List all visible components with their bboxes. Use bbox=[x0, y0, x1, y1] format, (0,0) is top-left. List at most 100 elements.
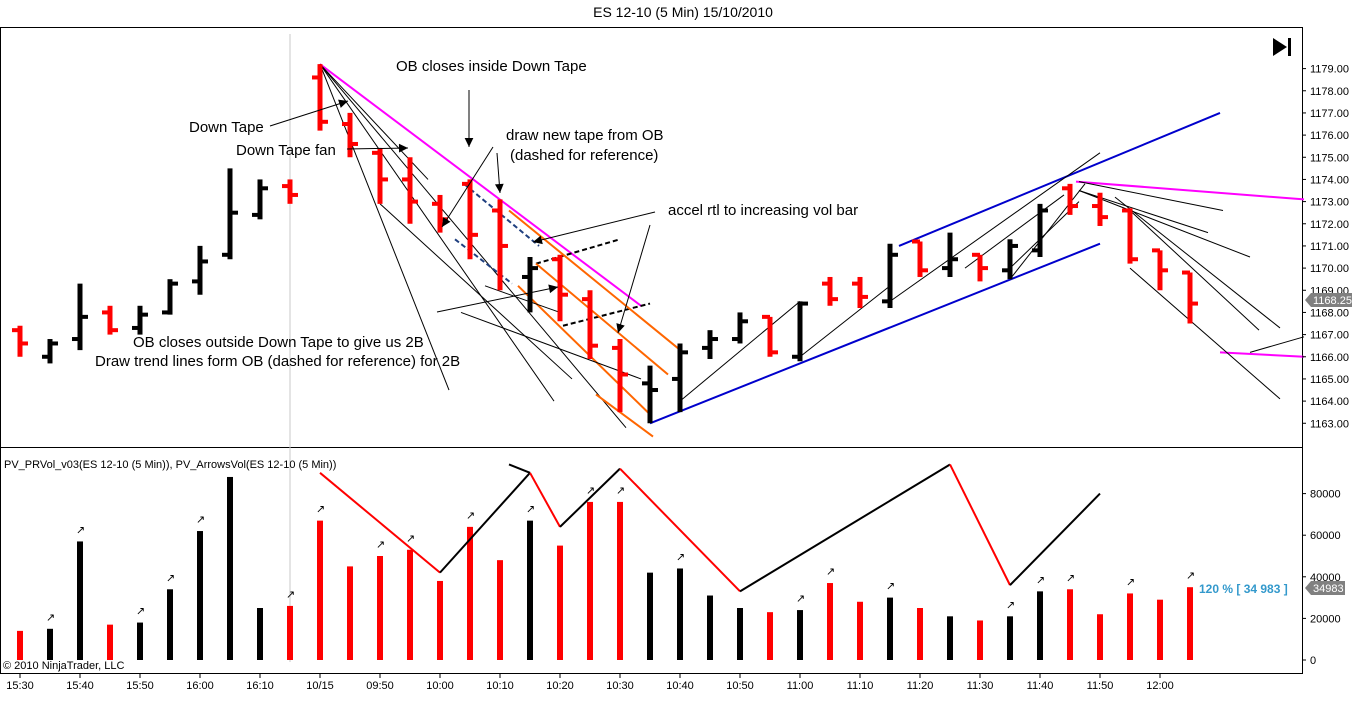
chart-title: ES 12-10 (5 Min) 15/10/2010 bbox=[593, 4, 773, 20]
volume-bar bbox=[377, 556, 383, 660]
volume-bar bbox=[827, 583, 833, 660]
volume-marker: 34983 bbox=[1305, 581, 1345, 595]
annotation-down-tape-fan: Down Tape fan bbox=[236, 142, 336, 159]
annotation-down-tape: Down Tape bbox=[189, 119, 264, 136]
price-axis: 1163.00 1164.00 1165.00 1166.00 1167.00 1168.… bbox=[1302, 64, 1349, 430]
volume-bar bbox=[347, 566, 353, 660]
annotation-arrow-head bbox=[533, 235, 543, 245]
volume-arrow-icon: ↗ bbox=[586, 485, 595, 497]
price-bar bbox=[342, 112, 358, 158]
volume-bar bbox=[557, 545, 563, 660]
volume-bar bbox=[797, 610, 803, 660]
pv-zigzag-segment bbox=[739, 463, 951, 593]
volume-bar bbox=[737, 608, 743, 660]
price-bar bbox=[1182, 270, 1198, 324]
orange-2b-line bbox=[517, 285, 651, 416]
volume-arrow-icon: ↗ bbox=[316, 504, 325, 516]
volume-tick-label: 0 bbox=[1310, 655, 1316, 667]
time-tick-label: 10/15 bbox=[306, 680, 334, 692]
volume-arrow-icon: ↗ bbox=[1006, 599, 1015, 611]
time-tick-label: 11:50 bbox=[1087, 680, 1114, 692]
price-tick-label: 1172.00 bbox=[1310, 219, 1349, 231]
volume-readout: 120 % [ 34 983 ] bbox=[1199, 582, 1288, 596]
volume-arrow-icon: ↗ bbox=[886, 581, 895, 593]
orange-2b-line bbox=[595, 393, 654, 438]
orange-2b-line bbox=[535, 262, 669, 376]
thin-trend-line bbox=[679, 300, 801, 402]
magenta-resistance-line bbox=[1219, 351, 1305, 358]
volume-bar bbox=[587, 501, 593, 660]
volume-bar bbox=[887, 597, 893, 660]
thin-trend-line bbox=[799, 285, 891, 358]
price-bars bbox=[12, 64, 1198, 424]
price-bar bbox=[402, 157, 418, 224]
price-bar bbox=[492, 199, 508, 291]
price-bar bbox=[252, 179, 268, 220]
time-tick-label: 10:00 bbox=[426, 680, 454, 692]
fan-line bbox=[379, 203, 573, 380]
price-bar bbox=[162, 279, 178, 315]
price-bar bbox=[1002, 239, 1018, 280]
annotation-arrow bbox=[441, 146, 494, 228]
volume-bar bbox=[1097, 614, 1103, 660]
price-bar bbox=[102, 305, 118, 335]
volume-bar bbox=[497, 560, 503, 660]
price-tick-label: 1165.00 bbox=[1310, 374, 1349, 386]
fan-line bbox=[319, 63, 450, 391]
pv-zigzag-segment bbox=[949, 464, 1011, 586]
time-tick-label: 11:30 bbox=[967, 680, 994, 692]
time-tick-label: 15:30 bbox=[6, 680, 34, 692]
price-tick-label: 1170.00 bbox=[1310, 263, 1349, 275]
annotation-arrow-head bbox=[442, 217, 451, 227]
time-tick-label: 10:40 bbox=[666, 680, 694, 692]
price-bar bbox=[822, 276, 838, 306]
volume-bar bbox=[1007, 616, 1013, 660]
annotation-arrow bbox=[346, 147, 409, 150]
price-tick-label: 1163.00 bbox=[1310, 418, 1349, 430]
price-bar bbox=[1032, 203, 1048, 258]
pv-zigzag-segment bbox=[529, 472, 561, 528]
fan-line bbox=[1129, 267, 1281, 400]
volume-bar bbox=[227, 476, 233, 660]
volume-arrow-icon: ↗ bbox=[196, 514, 205, 526]
volume-arrow-icon: ↗ bbox=[796, 593, 805, 605]
price-bar bbox=[762, 314, 778, 357]
price-bar bbox=[792, 301, 808, 362]
price-marker: 1168.25 bbox=[1305, 293, 1352, 307]
orange-2b-line bbox=[508, 209, 684, 354]
volume-bar bbox=[77, 541, 83, 660]
price-tick-label: 1168.00 bbox=[1310, 307, 1349, 319]
price-bar bbox=[672, 343, 688, 413]
end-bar-icon bbox=[1288, 38, 1291, 56]
fan-line bbox=[319, 63, 555, 402]
price-bar bbox=[282, 179, 298, 204]
time-tick-label: 12:00 bbox=[1146, 680, 1174, 692]
annotation-arrow-head bbox=[494, 183, 504, 193]
accel-dashed-line bbox=[562, 302, 651, 327]
price-tick-label: 1176.00 bbox=[1310, 130, 1349, 142]
pv-zigzag-segment bbox=[319, 472, 441, 574]
price-bar bbox=[852, 276, 868, 308]
scroll-to-end-button[interactable] bbox=[1273, 38, 1291, 56]
annotation-arrow-head bbox=[338, 99, 348, 108]
fan-line bbox=[1129, 210, 1260, 331]
volume-bar bbox=[287, 605, 293, 660]
trend-lines bbox=[319, 63, 1305, 438]
volume-arrow-icon: ↗ bbox=[826, 566, 835, 578]
price-tick-label: 1175.00 bbox=[1310, 152, 1349, 164]
fan-line bbox=[319, 63, 627, 429]
price-bar bbox=[1092, 192, 1108, 226]
price-bar bbox=[942, 232, 958, 277]
volume-bar bbox=[317, 520, 323, 660]
volume-axis: 0 20000 40000 60000 80000 bbox=[1302, 489, 1341, 667]
volume-arrow-icon: ↗ bbox=[166, 572, 175, 584]
volume-panel-frame bbox=[0, 447, 1303, 674]
volume-bar bbox=[527, 520, 533, 660]
volume-bar bbox=[1157, 599, 1163, 660]
volume-tick-label: 40000 bbox=[1310, 572, 1341, 584]
time-tick-label: 16:10 bbox=[246, 680, 274, 692]
volume-bar bbox=[977, 620, 983, 660]
price-bar bbox=[42, 339, 58, 364]
price-tick-label: 1174.00 bbox=[1310, 174, 1349, 186]
price-tick-label: 1171.00 bbox=[1310, 241, 1349, 253]
